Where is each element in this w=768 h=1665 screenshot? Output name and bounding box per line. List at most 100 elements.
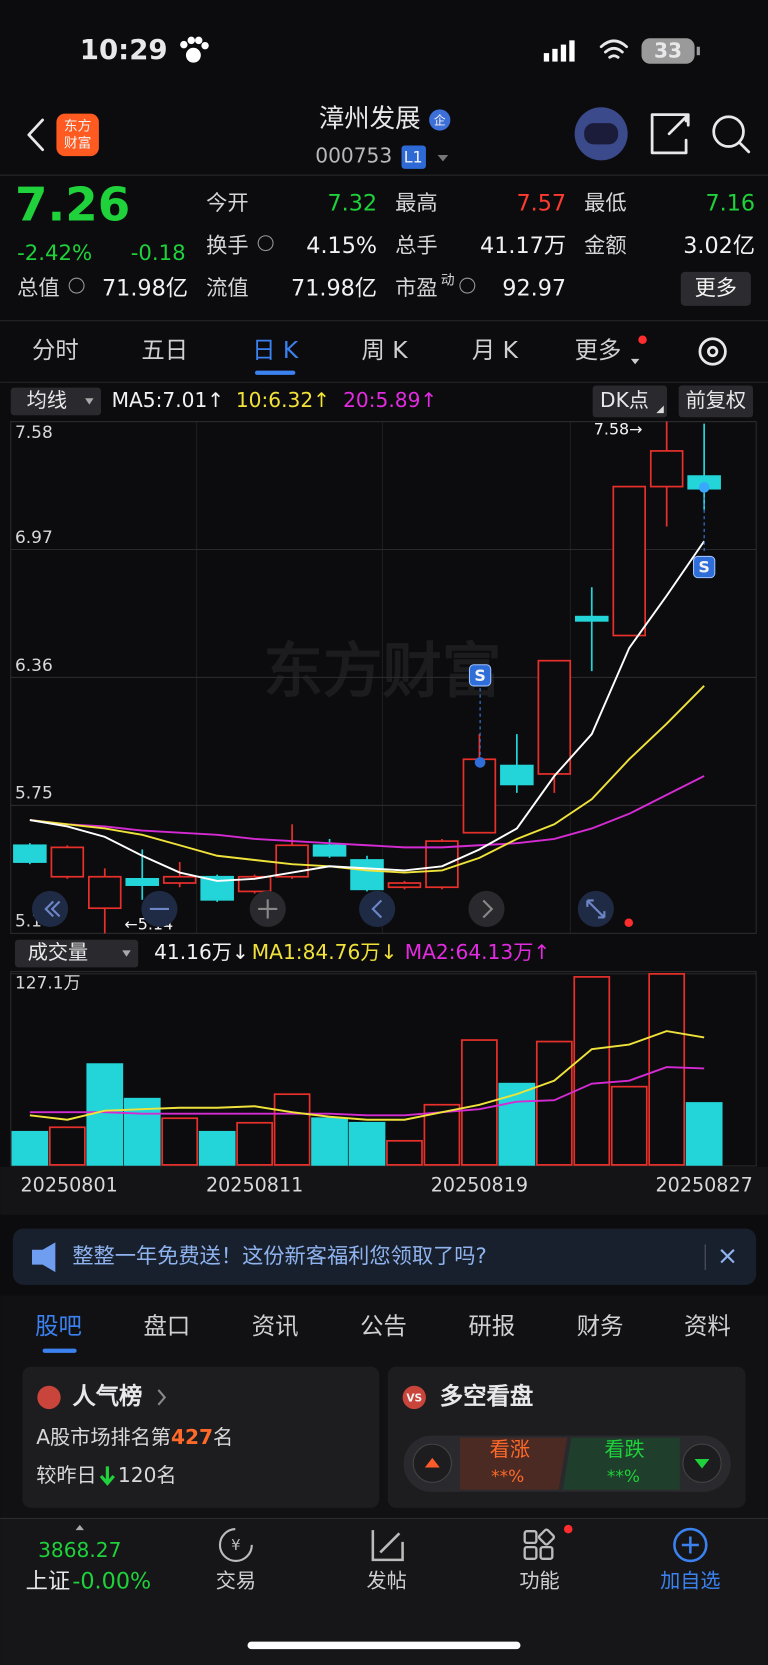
signal-badge[interactable] — [693, 555, 716, 579]
field-label: 换手 — [206, 233, 248, 258]
volume-label: MA1:84.76万↓ — [252, 940, 398, 964]
section-tab[interactable]: 盘口 — [143, 1312, 190, 1340]
kline-plot: 7.586.976.365.755.14 — [10, 421, 757, 934]
x-tick-label: 20250811 — [206, 1174, 303, 1197]
volume-title: 成交量 — [28, 940, 88, 964]
search-button[interactable] — [712, 115, 745, 148]
volume-label: MA2:64.13万↑ — [405, 940, 551, 964]
volume-select[interactable] — [15, 939, 139, 968]
text: 名 — [213, 1424, 233, 1448]
nav-item[interactable]: 功能 — [519, 1569, 559, 1593]
chart-controls — [31, 890, 634, 928]
signal-dot — [474, 757, 486, 768]
field-label: 总值 — [17, 276, 59, 301]
field-value: 4.15% — [306, 233, 377, 259]
y-tick-label: 6.97 — [15, 528, 53, 548]
last-price: 7.26 — [15, 179, 130, 233]
section-tab[interactable]: 财务 — [577, 1312, 624, 1340]
nav-item[interactable]: 加自选 — [660, 1569, 720, 1593]
info-icon[interactable] — [257, 235, 274, 252]
candle-body — [312, 844, 347, 857]
vs-icon — [402, 1385, 426, 1410]
section-tab[interactable]: 资料 — [684, 1312, 731, 1340]
search-handle — [737, 140, 751, 154]
y-tick-label: 127.1万 — [15, 973, 81, 993]
trade-icon — [218, 1528, 253, 1562]
back-button[interactable] — [27, 118, 44, 152]
stock-name: 漳州发展 — [319, 104, 421, 134]
section-tab[interactable]: 资讯 — [252, 1312, 299, 1340]
volume-bar — [498, 1082, 536, 1166]
volume-bar — [610, 1085, 648, 1166]
tab-underline — [42, 1348, 77, 1353]
scroll-left-button[interactable] — [31, 890, 69, 928]
promo-banner[interactable] — [12, 1228, 757, 1285]
candle-body — [50, 846, 85, 878]
ma5-line — [29, 540, 705, 882]
share-button[interactable] — [650, 113, 690, 155]
volume-bar — [461, 1039, 498, 1166]
nav-item[interactable]: 发帖 — [366, 1569, 406, 1593]
robot-face — [584, 123, 619, 145]
period-tab[interactable]: 月 K — [472, 336, 519, 364]
section-tab[interactable]: 公告 — [360, 1312, 407, 1340]
settings-center — [707, 345, 719, 358]
period-tab[interactable]: 周 K — [361, 336, 408, 364]
index-value: 3868.27 — [38, 1538, 121, 1562]
candle-body — [125, 877, 160, 886]
dropdown-arrow[interactable] — [437, 155, 449, 162]
info-icon[interactable] — [68, 277, 85, 294]
period-tab-active[interactable]: 日 K — [252, 336, 299, 364]
volume-bar — [535, 1040, 573, 1166]
prev-button[interactable] — [359, 890, 396, 928]
function-icon — [523, 1528, 556, 1560]
more-button[interactable] — [680, 271, 751, 306]
candle-body — [574, 615, 609, 622]
signal-text: S — [474, 666, 485, 685]
expand-arrow[interactable] — [75, 1524, 85, 1531]
text: 名 — [156, 1462, 176, 1486]
settings-button[interactable] — [698, 337, 727, 366]
volume-bar — [648, 973, 686, 1166]
wifi-icon — [599, 39, 629, 59]
period-tab[interactable]: 五日 — [141, 336, 188, 364]
signal-dot — [698, 482, 710, 493]
logo-text: 东方 — [64, 118, 92, 134]
period-tab[interactable]: 分时 — [32, 336, 79, 364]
adjust-button[interactable] — [678, 385, 753, 418]
dropdown-arrow — [122, 950, 131, 957]
nav-item[interactable]: 交易 — [216, 1569, 256, 1593]
ma10-line — [29, 685, 705, 874]
banner-text: 整整一年免费送！这份新客福利您领取了吗? — [72, 1244, 486, 1269]
rank-card[interactable] — [22, 1366, 380, 1508]
home-indicator — [247, 1641, 521, 1650]
icon — [482, 899, 494, 919]
indicator-select[interactable] — [10, 387, 102, 416]
volume-bar — [48, 1126, 86, 1166]
ma20-line — [29, 775, 705, 849]
field-value: 7.57 — [516, 190, 566, 216]
down-icon — [694, 1458, 710, 1469]
dk-button[interactable] — [592, 385, 667, 418]
close-button[interactable] — [720, 1249, 735, 1264]
date-strip — [0, 1166, 768, 1215]
rank-title: 人气榜 — [72, 1382, 142, 1410]
section-tab-active[interactable]: 股吧 — [35, 1312, 82, 1340]
bull-bar — [459, 1437, 568, 1490]
field-label: 最低 — [584, 191, 626, 216]
vol-ma2-line — [29, 1066, 705, 1117]
section-tab[interactable]: 研报 — [468, 1312, 515, 1340]
info-icon[interactable] — [459, 277, 476, 294]
next-button[interactable] — [468, 890, 505, 928]
signal-badge[interactable] — [468, 664, 492, 687]
bear-label: 看跌 — [604, 1437, 644, 1461]
candle-body — [200, 875, 234, 901]
adjust-label: 前复权 — [686, 388, 746, 412]
field-value: 71.98亿 — [291, 275, 377, 301]
bottom-nav — [0, 1518, 768, 1665]
period-tab[interactable]: 更多 — [575, 336, 622, 364]
red-dot — [638, 335, 647, 345]
y-tick-label: 6.36 — [15, 656, 53, 676]
candle-body — [500, 764, 534, 786]
volume-bar — [685, 1102, 723, 1166]
